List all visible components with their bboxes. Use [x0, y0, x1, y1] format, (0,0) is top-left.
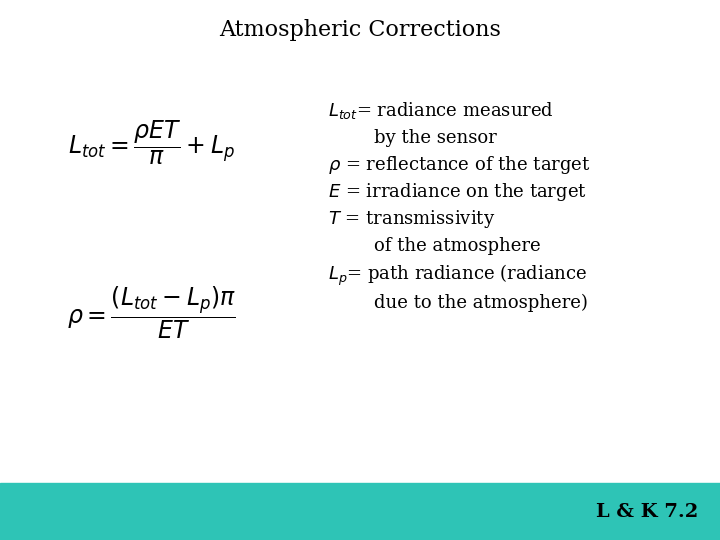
Text: $L_p$= path radiance (radiance: $L_p$= path radiance (radiance — [328, 263, 587, 288]
Text: L & K 7.2: L & K 7.2 — [596, 503, 698, 521]
Text: due to the atmosphere): due to the atmosphere) — [328, 293, 588, 312]
Text: $L_{tot} = \dfrac{\rho ET}{\pi} + L_p$: $L_{tot} = \dfrac{\rho ET}{\pi} + L_p$ — [68, 119, 235, 167]
Text: of the atmosphere: of the atmosphere — [328, 237, 540, 255]
Text: by the sensor: by the sensor — [328, 129, 496, 147]
Text: $T$ = transmissivity: $T$ = transmissivity — [328, 208, 495, 230]
Bar — [0, 483, 720, 540]
Text: $L_{tot}$= radiance measured: $L_{tot}$= radiance measured — [328, 100, 554, 121]
Text: $\rho = \dfrac{\left(L_{tot} - L_p\right)\pi}{ET}$: $\rho = \dfrac{\left(L_{tot} - L_p\right… — [66, 285, 236, 341]
Text: $\rho$ = reflectance of the target: $\rho$ = reflectance of the target — [328, 154, 590, 176]
Text: Atmospheric Corrections: Atmospheric Corrections — [219, 19, 501, 40]
Text: $E$ = irradiance on the target: $E$ = irradiance on the target — [328, 181, 587, 202]
